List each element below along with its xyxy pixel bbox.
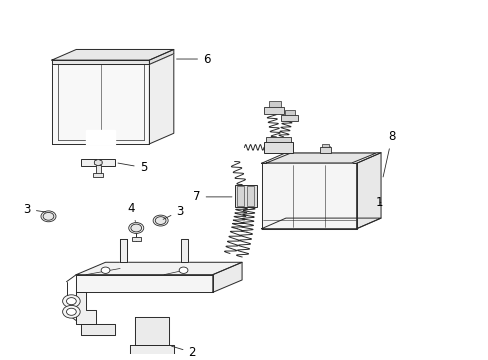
Polygon shape xyxy=(135,317,168,345)
Polygon shape xyxy=(52,49,173,60)
Polygon shape xyxy=(76,262,242,275)
Circle shape xyxy=(43,212,54,220)
Circle shape xyxy=(62,295,80,307)
Polygon shape xyxy=(86,130,115,144)
Polygon shape xyxy=(212,262,242,292)
Bar xyxy=(321,144,329,147)
Circle shape xyxy=(128,222,143,233)
Bar xyxy=(93,173,103,177)
Circle shape xyxy=(179,267,187,273)
Bar xyxy=(132,237,141,242)
Polygon shape xyxy=(261,153,380,163)
Polygon shape xyxy=(52,60,149,64)
Polygon shape xyxy=(261,163,356,229)
Bar xyxy=(266,137,290,142)
Bar xyxy=(96,165,101,174)
Bar xyxy=(268,102,281,107)
Text: 1: 1 xyxy=(375,196,383,209)
Text: 8: 8 xyxy=(382,130,395,177)
Polygon shape xyxy=(52,64,149,144)
Circle shape xyxy=(131,224,142,232)
Bar xyxy=(237,186,244,206)
Text: 3: 3 xyxy=(163,204,183,219)
Polygon shape xyxy=(356,153,380,229)
Bar xyxy=(264,107,283,114)
Text: 6: 6 xyxy=(176,53,210,66)
Circle shape xyxy=(94,160,102,166)
Bar xyxy=(282,144,290,147)
Bar xyxy=(281,147,291,153)
Circle shape xyxy=(66,308,76,315)
Polygon shape xyxy=(181,239,188,262)
Text: 5: 5 xyxy=(118,161,147,174)
Polygon shape xyxy=(266,153,375,163)
Bar xyxy=(246,186,254,206)
Circle shape xyxy=(155,217,165,224)
Bar xyxy=(320,147,330,153)
Polygon shape xyxy=(76,292,96,324)
Circle shape xyxy=(41,211,56,222)
Circle shape xyxy=(62,305,80,318)
Text: 3: 3 xyxy=(23,203,46,216)
Polygon shape xyxy=(149,49,173,64)
Polygon shape xyxy=(81,324,115,335)
Polygon shape xyxy=(76,275,212,292)
Bar xyxy=(234,185,256,207)
Bar xyxy=(281,114,298,121)
Text: 4: 4 xyxy=(127,202,135,221)
Bar xyxy=(81,159,115,166)
Circle shape xyxy=(66,298,76,305)
Circle shape xyxy=(153,215,168,226)
Text: 7: 7 xyxy=(193,190,231,203)
Bar xyxy=(264,142,293,153)
Text: 2: 2 xyxy=(171,346,196,359)
Polygon shape xyxy=(149,54,173,144)
Polygon shape xyxy=(120,239,127,262)
Polygon shape xyxy=(261,218,380,229)
Circle shape xyxy=(101,267,110,273)
Bar xyxy=(285,110,294,114)
Polygon shape xyxy=(130,345,173,360)
